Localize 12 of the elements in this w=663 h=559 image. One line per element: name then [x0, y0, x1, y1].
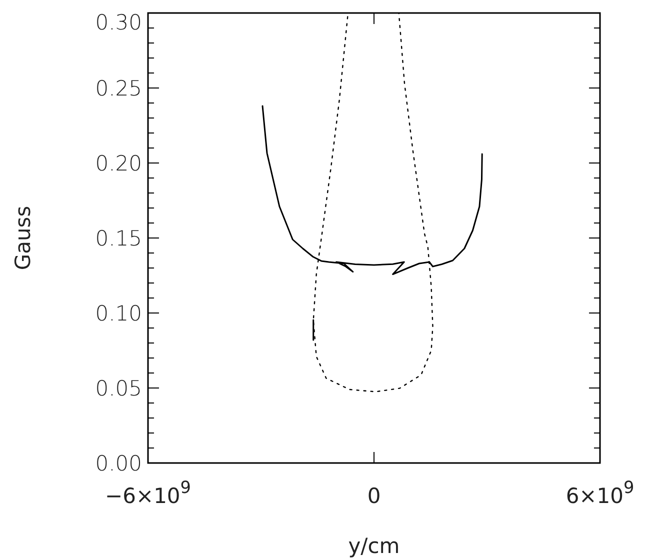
y-tick-label: 0.25: [95, 76, 142, 100]
x-tick-label: −6×10$^{9}$: [105, 477, 191, 508]
y-tick-label: 0.30: [95, 10, 142, 34]
x-tick-label: 6×10$^{9}$: [566, 477, 634, 508]
y-tick-label: 0.05: [95, 376, 142, 400]
y-tick-label: 0.10: [95, 301, 142, 326]
x-tick-label: 0: [367, 484, 381, 508]
x-axis-title: y/cm: [348, 534, 400, 558]
y-axis-title: Gauss: [11, 206, 35, 270]
y-tick-label: 0.15: [95, 226, 142, 250]
y-tick-label: 0.20: [95, 151, 142, 176]
y-tick-label: 0.00: [95, 451, 142, 476]
